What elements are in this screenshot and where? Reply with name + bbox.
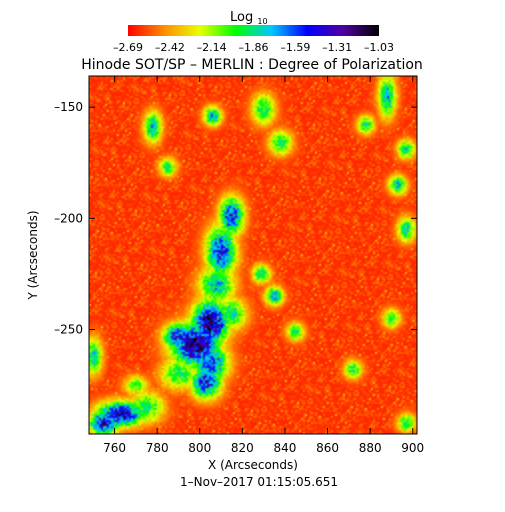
colorbar: Log 10 –2.69 –2.42 –2.14 –1.86 –1.59 –1.31 –1.… — [113, 10, 394, 54]
colorbar-tick-label: –2.69 — [113, 41, 143, 54]
y-tick-label: –200 — [54, 211, 83, 225]
y-tick-label: –250 — [54, 322, 83, 336]
x-tick-label: 760 — [103, 441, 126, 455]
colorbar-tick-label: –1.59 — [280, 41, 310, 54]
colorbar-label-sub: 10 — [257, 17, 267, 26]
x-tick-label: 800 — [188, 441, 211, 455]
colorbar-tick-label: –1.31 — [322, 41, 352, 54]
colorbar-label-main: Log — [230, 10, 253, 25]
x-tick-label: 840 — [273, 441, 296, 455]
colorbar-label: Log 10 — [230, 10, 268, 26]
x-axis: 760 780 800 820 840 860 880 900 — [103, 76, 424, 455]
colorbar-strip — [128, 25, 379, 36]
timestamp-footer: 1–Nov–2017 01:15:05.651 — [180, 475, 338, 489]
x-tick-label: 780 — [146, 441, 169, 455]
chart-title: Hinode SOT/SP – MERLIN : Degree of Polar… — [81, 57, 423, 73]
colorbar-tick-labels: –2.69 –2.42 –2.14 –1.86 –1.59 –1.31 –1.03 — [113, 41, 394, 54]
x-tick-label: 900 — [401, 441, 424, 455]
x-tick-label: 860 — [316, 441, 339, 455]
polarization-heatmap — [89, 76, 417, 434]
colorbar-tick-label: –1.03 — [364, 41, 394, 54]
colorbar-tick-label: –1.86 — [239, 41, 269, 54]
x-axis-label: X (Arcseconds) — [208, 458, 298, 472]
x-tick-label: 880 — [359, 441, 382, 455]
y-axis: –150 –200 –250 — [54, 100, 417, 336]
x-tick-label: 820 — [231, 441, 254, 455]
y-tick-label: –150 — [54, 100, 83, 114]
y-axis-label: Y (Arcseconds) — [26, 210, 40, 300]
colorbar-tick-label: –2.42 — [155, 41, 185, 54]
colorbar-tick-label: –2.14 — [197, 41, 227, 54]
plot-frame — [88, 75, 418, 435]
